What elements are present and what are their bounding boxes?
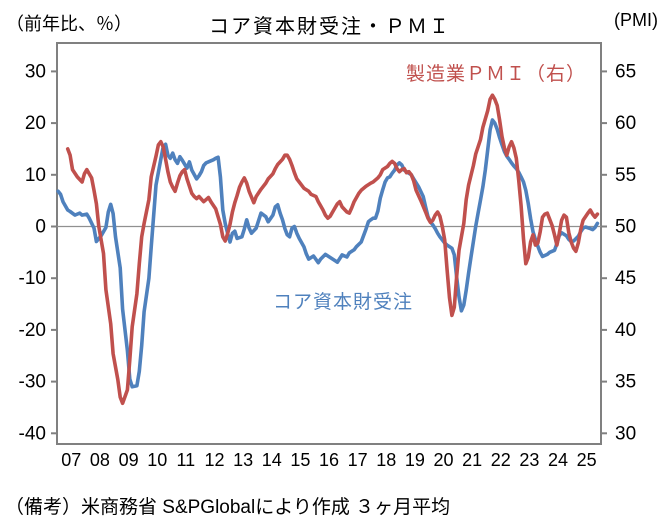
left-tick-label: 20 xyxy=(25,113,46,134)
x-tick-label: 19 xyxy=(405,450,425,470)
series-lines xyxy=(56,93,600,406)
left-tick-label: 10 xyxy=(25,165,46,186)
left-axis-unit-label: （前年比、％） xyxy=(6,14,132,34)
right-tick-label: 60 xyxy=(615,113,636,134)
left-tick-label: -40 xyxy=(19,423,46,444)
left-tick-label: -30 xyxy=(19,372,46,393)
core-capex-line xyxy=(56,118,600,389)
plot-border xyxy=(56,42,602,445)
right-tick-label: 45 xyxy=(615,268,636,289)
x-tick-label: 14 xyxy=(262,450,282,470)
x-tick-label: 12 xyxy=(204,450,224,470)
x-tick-label: 25 xyxy=(577,450,597,470)
right-axis-unit-label: (PMI) xyxy=(614,10,658,30)
left-tick-label: 0 xyxy=(35,217,46,238)
left-tick-label: -10 xyxy=(19,268,46,289)
x-tick-label: 24 xyxy=(548,450,568,470)
x-tick-label: 23 xyxy=(519,450,539,470)
x-tick-label: 13 xyxy=(233,450,253,470)
x-tick-label: 08 xyxy=(90,450,110,470)
x-tick-label: 20 xyxy=(434,450,454,470)
x-tick-label: 15 xyxy=(290,450,310,470)
x-tick-label: 09 xyxy=(119,450,139,470)
x-tick-label: 07 xyxy=(61,450,81,470)
x-tick-label: 11 xyxy=(176,450,195,470)
right-tick-label: 50 xyxy=(615,217,636,238)
x-tick-label: 21 xyxy=(462,450,482,470)
chart-title: コア資本財受注・ＰＭＩ xyxy=(209,16,451,38)
right-tick-label: 35 xyxy=(615,372,636,393)
left-tick-label: 30 xyxy=(25,61,46,82)
x-tick-label: 18 xyxy=(376,450,396,470)
right-tick-label: 40 xyxy=(615,320,636,341)
right-axis-ticks: 65 60 55 50 45 40 35 30 xyxy=(601,61,636,444)
left-axis-ticks: 30 20 10 0 -10 -20 -30 -40 xyxy=(19,61,57,444)
source-note: （備考）米商務省 S&PGlobalにより作成 ３ヶ月平均 xyxy=(5,497,451,518)
left-tick-label: -20 xyxy=(19,320,46,341)
pmi-series-label: 製造業ＰＭＩ（右） xyxy=(406,64,587,85)
right-tick-label: 30 xyxy=(615,423,636,444)
x-axis-ticks: 07 08 09 10 11 12 13 14 15 16 17 18 19 20 21 22 23 24 25 xyxy=(61,450,596,470)
right-tick-label: 65 xyxy=(615,61,636,82)
x-tick-label: 22 xyxy=(491,450,511,470)
core-capex-series-label: コア資本財受注 xyxy=(273,292,414,313)
pmi-line xyxy=(65,93,600,406)
right-tick-label: 55 xyxy=(615,165,636,186)
x-tick-label: 10 xyxy=(147,450,167,470)
x-tick-label: 16 xyxy=(319,450,339,470)
x-tick-label: 17 xyxy=(348,450,368,470)
